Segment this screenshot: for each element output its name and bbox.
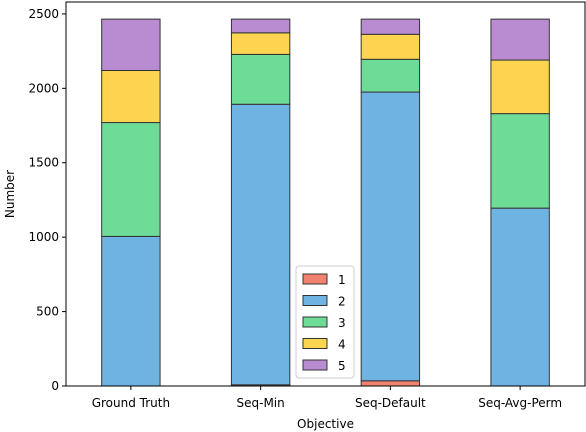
y-tick-label: 500	[36, 305, 59, 319]
bar-ground-truth-series-2	[101, 235, 161, 387]
bars-layer	[101, 18, 550, 387]
x-tick-label: Seq-Min	[237, 396, 285, 410]
y-tick-label: 1000	[28, 230, 59, 244]
bar-ground-truth-series-4	[101, 69, 161, 124]
legend-label-4: 4	[338, 338, 346, 352]
bar-seq-min-series-3	[230, 53, 291, 105]
legend-swatch-3	[302, 316, 328, 328]
legend-label-5: 5	[338, 359, 346, 373]
x-axis: Ground Truth Seq-Min Seq-Default Seq-Avg-Pe…	[92, 386, 562, 410]
bar-seq-avg-perm-series-4	[490, 59, 550, 115]
bar-ground-truth-series-3	[101, 122, 161, 237]
bar-seq-avg-perm-series-5	[490, 18, 550, 61]
legend-label-2: 2	[338, 295, 346, 309]
x-tick-label: Ground Truth	[92, 396, 170, 410]
bar-seq-avg-perm-series-3	[490, 113, 550, 209]
y-tick-label: 1500	[28, 156, 59, 170]
legend-label-3: 3	[338, 316, 346, 330]
x-axis-label: Objective	[297, 417, 354, 431]
bar-seq-default-series-3	[360, 58, 421, 93]
y-axis-label: Number	[3, 170, 17, 218]
bar-seq-default-series-5	[360, 18, 421, 35]
legend-swatch-4	[302, 338, 328, 349]
y-axis: 0 500 1000 1500 2000 2500	[28, 7, 66, 393]
bar-seq-min-series-5	[230, 18, 291, 34]
legend: 1 2 3 4 5	[295, 265, 355, 379]
plot-frame	[65, 1, 586, 387]
bar-seq-min-series-4	[230, 32, 291, 55]
x-tick-label: Seq-Avg-Perm	[478, 396, 562, 410]
bar-seq-default-series-1	[360, 380, 421, 387]
bar-ground-truth-series-5	[101, 18, 161, 71]
y-tick-label: 2500	[28, 7, 59, 21]
legend-swatch-2	[302, 295, 328, 306]
bar-seq-avg-perm-series-2	[490, 207, 550, 387]
legend-swatch-1	[302, 273, 328, 285]
bar-seq-default-series-2	[360, 91, 421, 382]
bar-seq-default-series-4	[360, 33, 421, 60]
legend-label-1: 1	[338, 273, 346, 287]
y-tick-label: 2000	[28, 81, 59, 95]
bar-seq-min-series-2	[230, 103, 291, 386]
x-tick-label: Seq-Default	[355, 396, 426, 410]
legend-swatch-5	[302, 359, 328, 371]
y-tick-label: 0	[51, 379, 59, 393]
